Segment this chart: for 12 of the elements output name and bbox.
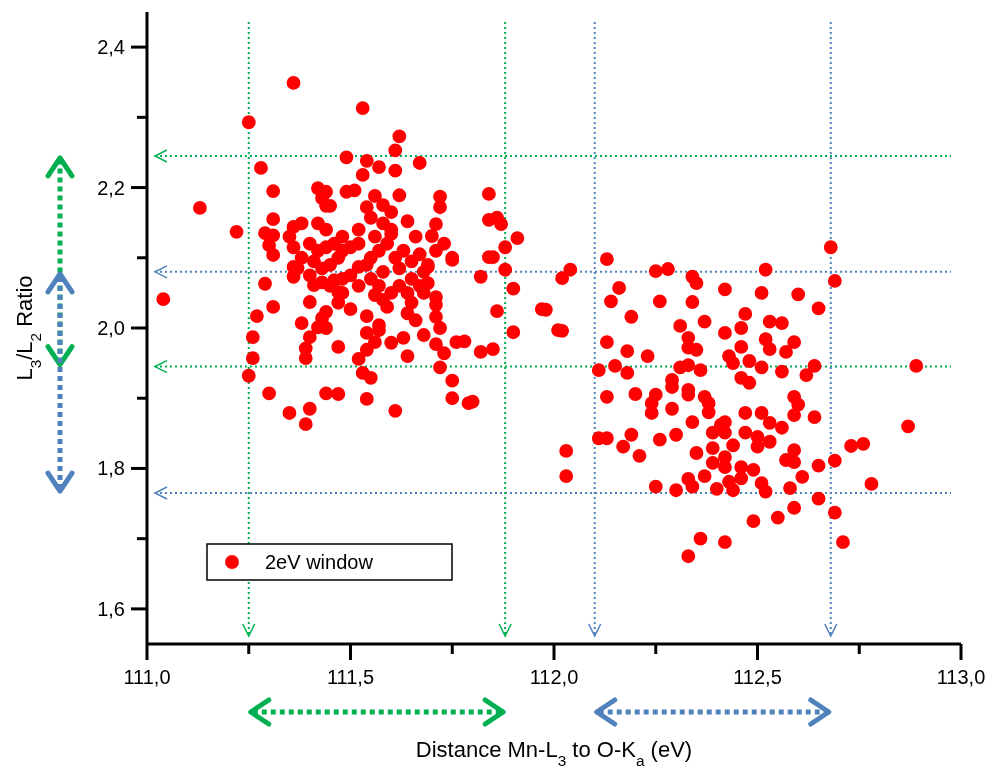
x-axis-title: Distance Mn-L$_{3}$ to O-K$_{a}$ (eV) — [415, 737, 693, 769]
y-tick-label: 2,2 — [97, 176, 125, 199]
x-tick-label: 112,5 — [733, 666, 782, 688]
x-tick-label: 112,0 — [529, 666, 579, 688]
y-tick-label: 2,0 — [97, 317, 125, 339]
y-tick-label: 1,6 — [97, 597, 125, 620]
x-tick-label: 111,5 — [326, 666, 375, 688]
y-tick-label: 2,4 — [97, 36, 125, 59]
y-tick-label: 1,8 — [97, 457, 125, 480]
x-tick-label: 113,0 — [936, 666, 986, 688]
x-tick-label: 111,0 — [123, 666, 171, 688]
legend-label: 2eV window — [265, 551, 374, 573]
